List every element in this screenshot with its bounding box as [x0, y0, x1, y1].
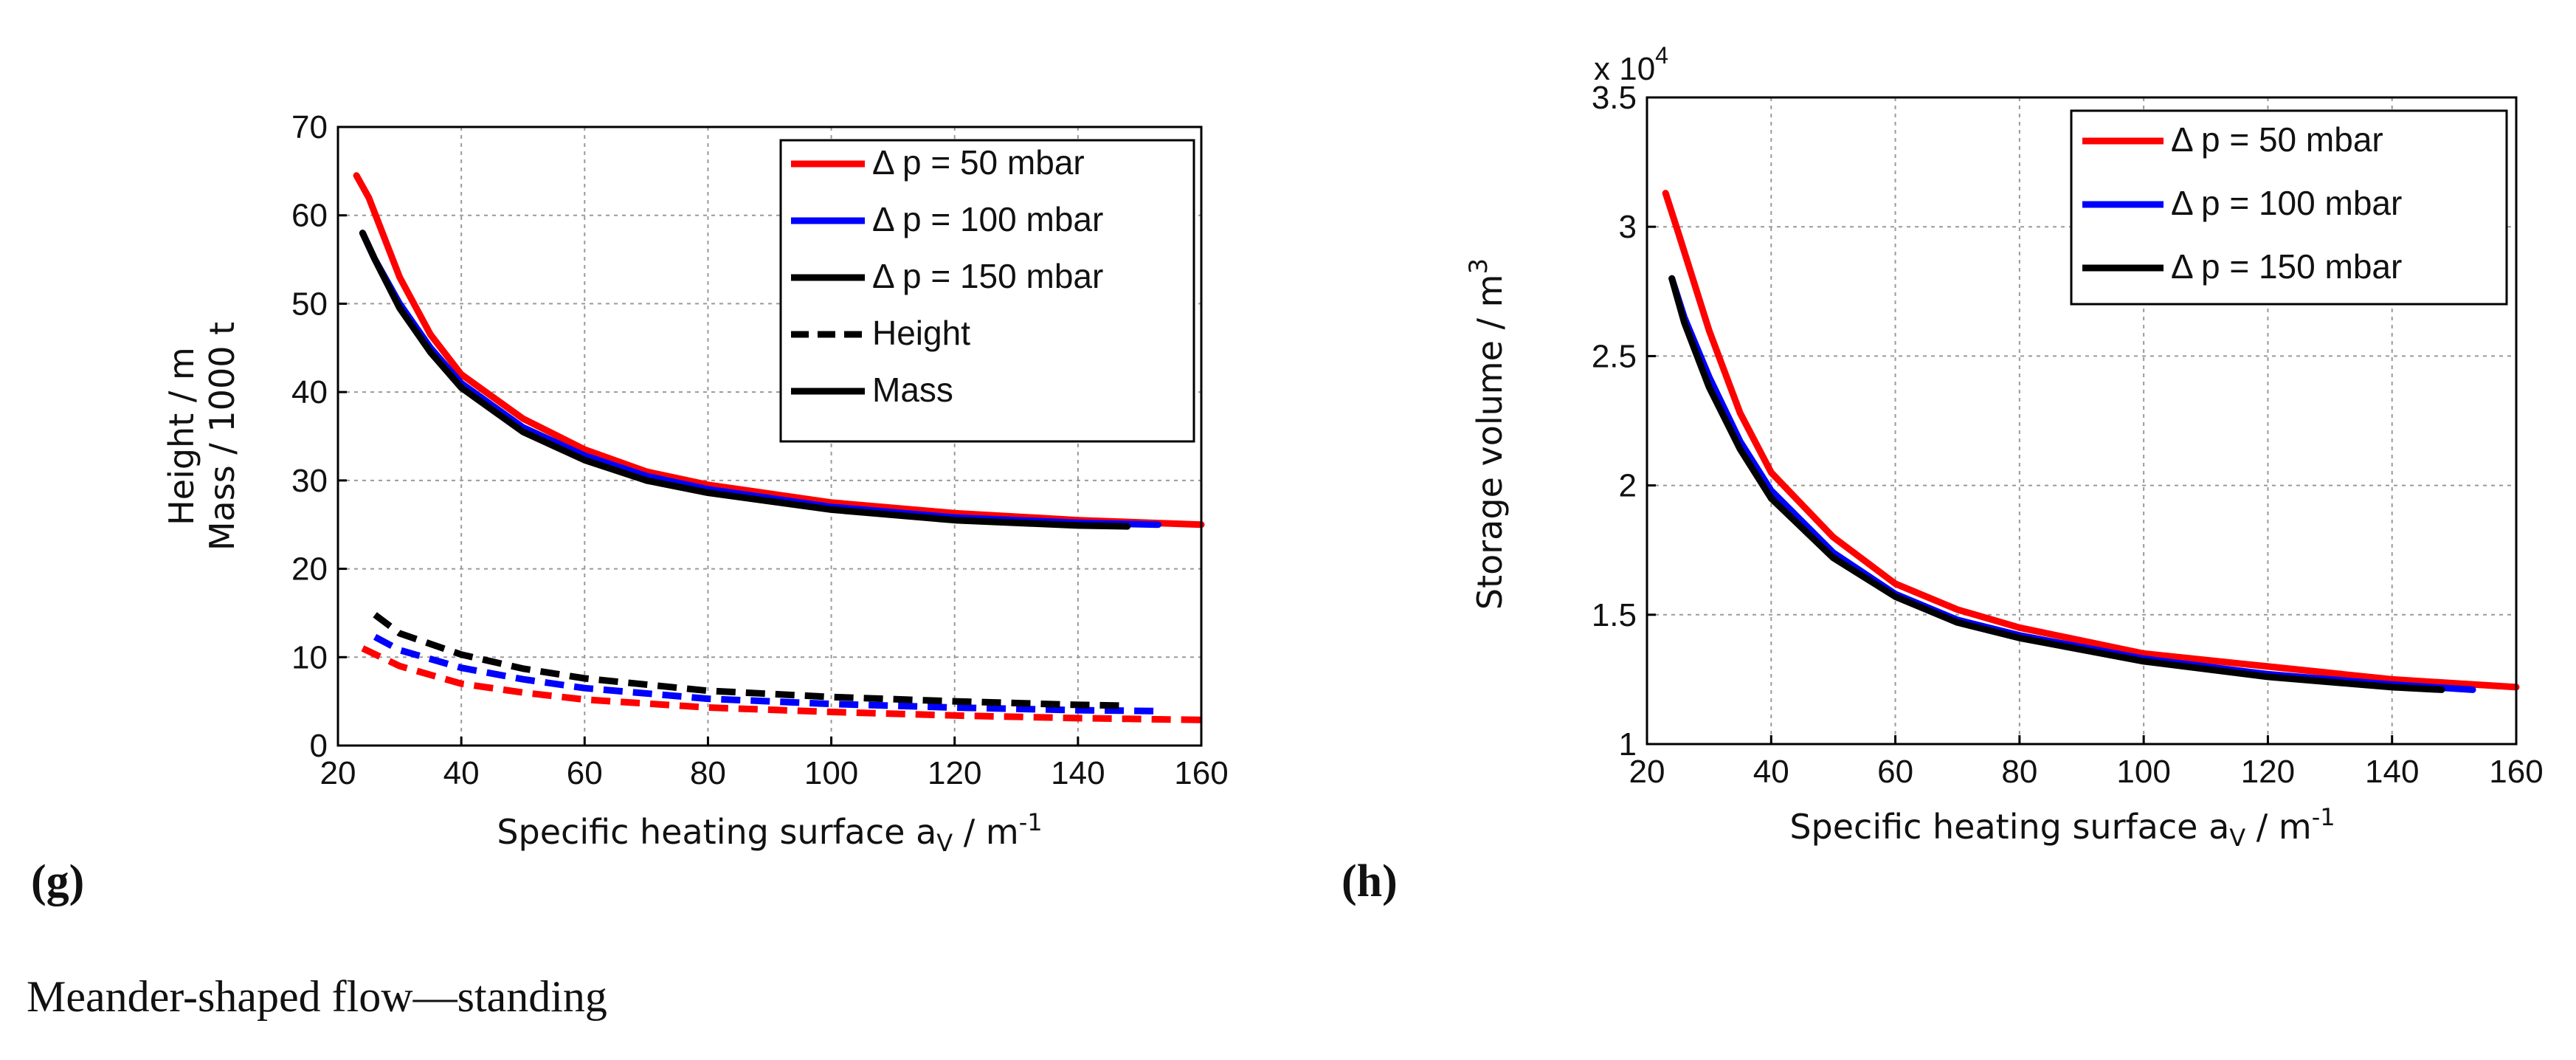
chart-g-series-line	[373, 612, 1128, 709]
chart-g-ytick-label: 60	[291, 198, 328, 234]
chart-h-xtick-label: 120	[2241, 754, 2295, 790]
chart-h-series-line	[1662, 190, 2520, 691]
chart-g-legend-label: Mass	[872, 371, 953, 409]
chart-h-xlabel-text: Specific heating surface a	[1789, 807, 2229, 847]
chart-h-ytick-label: 1	[1619, 726, 1637, 763]
chart-g-ytick-label: 70	[291, 109, 328, 145]
chart-g-series-line	[373, 633, 1158, 715]
chart-h-ylabel: Storage volume / m3	[1464, 258, 1510, 610]
chart-g-legend-label: Δ p = 100 mbar	[872, 200, 1103, 238]
chart-g-xlabel-sup: -1	[1019, 808, 1043, 836]
chart-g-panel-label: (g)	[31, 856, 84, 906]
chart-g-ytick-label: 10	[291, 639, 328, 675]
chart-g-xlabel: Specific heating surface aV / m-1	[497, 808, 1042, 857]
chart-h-ytick-label: 1.5	[1592, 597, 1637, 633]
chart-g-legend: Δ p = 50 mbar Δ p = 100 mbar Δ p = 150 mba…	[779, 139, 1195, 443]
chart-h-xtick-label: 100	[2116, 754, 2170, 790]
chart-h-ytick-label: 2.5	[1592, 338, 1637, 374]
chart-h-series-line	[1668, 275, 2445, 693]
chart-g-legend-label: Δ p = 50 mbar	[872, 143, 1085, 182]
chart-g: 20 40 60 80 100 120 140 160 0 10 20 30 40 50 60 70 Heig…	[31, 109, 1229, 906]
chart-g-ytick-label: 30	[291, 463, 328, 499]
chart-g-legend-label: Δ p = 150 mbar	[872, 257, 1103, 295]
chart-g-ytick-label: 0	[310, 728, 328, 764]
chart-g-ytick-label: 40	[291, 374, 328, 410]
chart-g-ytick-label: 50	[291, 286, 328, 322]
chart-h-xtick-label: 20	[1629, 754, 1665, 790]
chart-h-ytick-label: 2	[1619, 468, 1637, 504]
chart-h-y-multiplier-base: x 10	[1594, 51, 1655, 87]
chart-h-legend-label: Δ p = 50 mbar	[2171, 120, 2383, 159]
figure-caption: Meander-shaped flow—standing	[27, 972, 607, 1021]
chart-h-xlabel-sub: V	[2229, 824, 2245, 852]
chart-g-xtick-label: 60	[567, 755, 603, 791]
chart-g-xlabel-unit: / m	[953, 812, 1019, 852]
chart-g-xtick-label: 40	[443, 755, 480, 791]
chart-g-xtick-label: 140	[1051, 755, 1105, 791]
chart-h-xlabel: Specific heating surface aV / m-1	[1789, 803, 2335, 852]
chart-g-xtick-label: 100	[804, 755, 858, 791]
chart-g-xtick-label: 160	[1174, 755, 1228, 791]
chart-h-ylabel-text: Storage volume / m	[1470, 275, 1510, 610]
chart-h-panel-label: (h)	[1341, 856, 1398, 906]
chart-g-xtick-label: 20	[320, 755, 356, 791]
chart-h-ticks: 20 40 60 80 100 120 140 160 1 1.5 2 2.5 3 3.5	[1592, 80, 2544, 790]
chart-g-series-line	[359, 230, 1131, 530]
chart-g-legend-label: Height	[872, 314, 970, 352]
chart-h-xtick-label: 80	[2001, 754, 2037, 790]
chart-h-ytick-label: 3	[1619, 209, 1637, 245]
chart-g-axes-frame	[336, 125, 1203, 747]
chart-h-legend-label: Δ p = 100 mbar	[2171, 184, 2402, 222]
chart-h-xlabel-unit: / m	[2245, 807, 2312, 847]
chart-g-ylabel-line2: Mass / 1000 t	[202, 322, 242, 551]
chart-h-xtick-label: 140	[2365, 754, 2419, 790]
chart-h-legend-label: Δ p = 150 mbar	[2171, 247, 2402, 286]
chart-g-ylabel-line1: Height / m	[162, 347, 201, 526]
chart-g-xlabel-sub: V	[936, 829, 953, 857]
chart-h-series	[1662, 190, 2520, 693]
chart-g-series	[353, 172, 1205, 723]
chart-h-axes-frame	[1646, 96, 2518, 746]
chart-h-y-multiplier: x 104	[1594, 42, 1668, 87]
chart-h-y-multiplier-exp: 4	[1655, 42, 1668, 69]
chart-g-series-line	[361, 645, 1202, 723]
chart-h-legend: Δ p = 50 mbar Δ p = 100 mbar Δ p = 150 mba…	[2070, 109, 2508, 306]
chart-g-xtick-label: 80	[690, 755, 726, 791]
chart-h: 20 40 60 80 100 120 140 160 1 1.5 2 2.5 3 3.5 x 104 S…	[1341, 42, 2544, 906]
chart-h-series-line	[1668, 275, 2476, 693]
chart-h-xtick-label: 160	[2489, 754, 2543, 790]
chart-h-xtick-label: 60	[1877, 754, 1913, 790]
chart-g-series-line	[353, 172, 1205, 529]
chart-h-xlabel-sup: -1	[2312, 803, 2335, 831]
chart-g-xlabel-text: Specific heating surface a	[497, 812, 936, 852]
chart-h-ytick-label: 3.5	[1592, 80, 1637, 116]
chart-g-ytick-label: 20	[291, 551, 328, 588]
chart-g-ticks: 20 40 60 80 100 120 140 160 0 10 20 30 40 50 60 70	[291, 109, 1229, 791]
chart-g-xtick-label: 120	[928, 755, 981, 791]
chart-h-xtick-label: 40	[1753, 754, 1789, 790]
chart-h-ylabel-sup: 3	[1464, 258, 1494, 275]
